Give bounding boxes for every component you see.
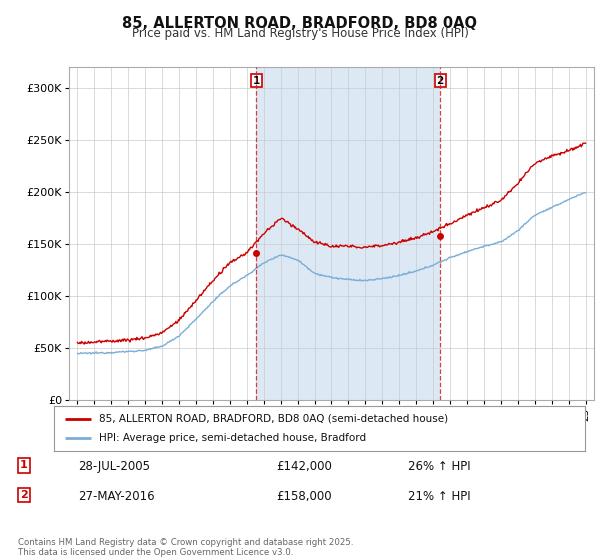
Text: £158,000: £158,000 xyxy=(276,490,332,503)
Text: £142,000: £142,000 xyxy=(276,460,332,473)
Text: Contains HM Land Registry data © Crown copyright and database right 2025.
This d: Contains HM Land Registry data © Crown c… xyxy=(18,538,353,557)
Text: HPI: Average price, semi-detached house, Bradford: HPI: Average price, semi-detached house,… xyxy=(99,433,366,444)
Text: 85, ALLERTON ROAD, BRADFORD, BD8 0AQ (semi-detached house): 85, ALLERTON ROAD, BRADFORD, BD8 0AQ (se… xyxy=(99,413,448,423)
Text: 85, ALLERTON ROAD, BRADFORD, BD8 0AQ: 85, ALLERTON ROAD, BRADFORD, BD8 0AQ xyxy=(122,16,478,31)
Text: Price paid vs. HM Land Registry's House Price Index (HPI): Price paid vs. HM Land Registry's House … xyxy=(131,27,469,40)
Text: 28-JUL-2005: 28-JUL-2005 xyxy=(78,460,150,473)
Text: 1: 1 xyxy=(253,76,260,86)
Bar xyxy=(256,67,440,400)
Text: 1: 1 xyxy=(20,460,28,470)
Text: 26% ↑ HPI: 26% ↑ HPI xyxy=(408,460,470,473)
Text: 27-MAY-2016: 27-MAY-2016 xyxy=(78,490,155,503)
Text: 2: 2 xyxy=(20,490,28,500)
Text: 2: 2 xyxy=(436,76,443,86)
Text: 21% ↑ HPI: 21% ↑ HPI xyxy=(408,490,470,503)
